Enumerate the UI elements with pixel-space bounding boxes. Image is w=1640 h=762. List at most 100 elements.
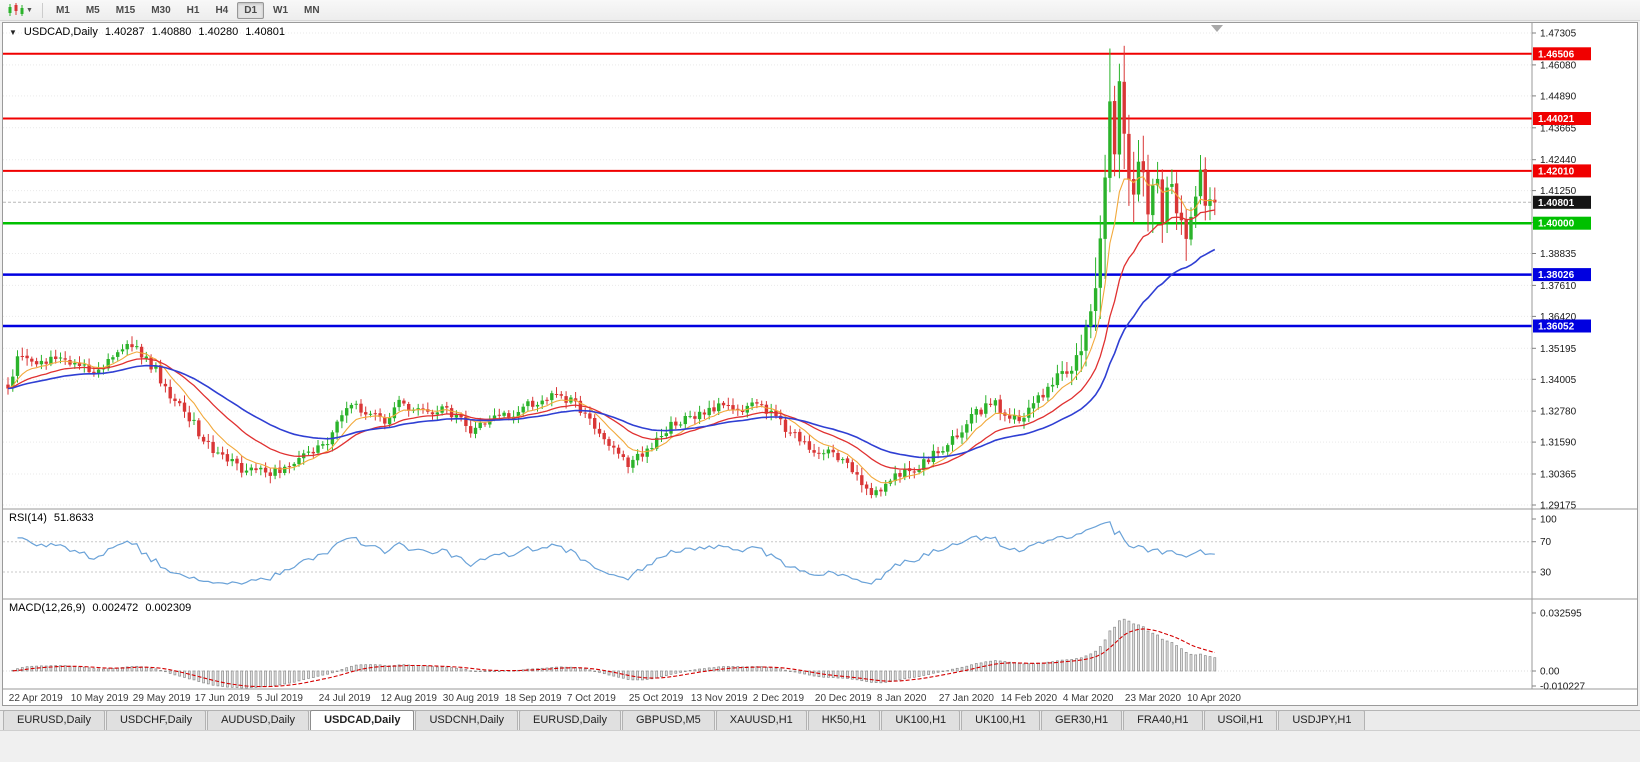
chart-shift-marker-icon[interactable] <box>1211 25 1223 32</box>
svg-text:1.36052: 1.36052 <box>1538 322 1575 333</box>
svg-text:1.46080: 1.46080 <box>1540 60 1577 71</box>
svg-text:100: 100 <box>1540 515 1557 526</box>
chart-tab-uk100-h1[interactable]: UK100,H1 <box>961 710 1040 730</box>
chart-high-value: 1.40880 <box>151 26 192 38</box>
macd-pane-header: MACD(12,26,9) 0.002472 0.002309 <box>9 602 191 614</box>
rsi-pane-header: RSI(14) 51.8633 <box>9 512 94 524</box>
svg-text:1.34005: 1.34005 <box>1540 375 1577 386</box>
svg-text:-0.010227: -0.010227 <box>1540 682 1585 693</box>
svg-text:1.38026: 1.38026 <box>1538 270 1575 281</box>
pane-separators <box>3 508 1637 690</box>
chart-window: 1.47305 1.46080 1.44890 1.43665 1.42440 1.412… <box>2 22 1638 706</box>
chart-tab-audusd-daily[interactable]: AUDUSD,Daily <box>207 710 310 730</box>
svg-text:17 Jun 2019: 17 Jun 2019 <box>195 693 250 704</box>
timeframe-m30-button[interactable]: M30 <box>151 4 171 16</box>
chart-tab-eurusd-daily[interactable]: EURUSD,Daily <box>3 710 105 730</box>
chart-symbol-label: USDCAD,Daily <box>23 26 98 38</box>
chart-type-button[interactable]: ▼ <box>4 2 36 18</box>
chart-tab-uk100-h1[interactable]: UK100,H1 <box>881 710 961 730</box>
svg-text:1.42440: 1.42440 <box>1540 155 1577 166</box>
chart-tab-gbpusd-m5[interactable]: GBPUSD,M5 <box>622 710 715 730</box>
svg-text:18 Sep 2019: 18 Sep 2019 <box>505 693 562 704</box>
chart-low-value: 1.40280 <box>198 26 239 38</box>
toolbar-separator <box>41 2 43 18</box>
svg-text:1.46506: 1.46506 <box>1538 49 1575 60</box>
chart-canvas[interactable]: 1.47305 1.46080 1.44890 1.43665 1.42440 1.412… <box>3 23 1637 705</box>
timeframe-m1-button[interactable]: M1 <box>55 4 70 16</box>
svg-text:1.43665: 1.43665 <box>1540 123 1577 134</box>
svg-text:30: 30 <box>1540 568 1552 579</box>
macd-pane <box>3 618 1532 689</box>
chart-tab-usdcnh-daily[interactable]: USDCNH,Daily <box>415 710 519 730</box>
date-axis[interactable]: 22 Apr 2019 10 May 2019 29 May 2019 17 Jun … <box>9 693 1242 704</box>
svg-text:29 May 2019: 29 May 2019 <box>133 693 191 704</box>
svg-text:0.032595: 0.032595 <box>1540 609 1582 620</box>
svg-text:14 Feb 2020: 14 Feb 2020 <box>1001 693 1058 704</box>
svg-text:1.42010: 1.42010 <box>1538 166 1575 177</box>
chart-open-value: 1.40287 <box>104 26 145 38</box>
timeframe-toolbar: ▼ M1 M5 M15 M30 H1 H4 D1 W1 MN <box>0 0 1640 21</box>
candlestick-series <box>6 45 1217 499</box>
svg-text:1.36420: 1.36420 <box>1540 312 1577 323</box>
moving-average-lines <box>7 176 1216 484</box>
svg-text:1.47305: 1.47305 <box>1540 29 1577 40</box>
chart-tabs-bar: EURUSD,Daily USDCHF,Daily AUDUSD,Daily USDC… <box>0 710 1640 731</box>
timeframe-buttons-group: M1 M5 M15 M30 H1 H4 D1 W1 MN <box>49 1 327 19</box>
chevron-down-icon: ▼ <box>26 6 33 14</box>
svg-text:10 Apr 2020: 10 Apr 2020 <box>1187 693 1241 704</box>
timeframe-m15-button[interactable]: M15 <box>115 4 136 16</box>
svg-text:1.29175: 1.29175 <box>1540 501 1577 512</box>
price-level-badges: 1.46506 1.44021 1.42010 1.40000 1.38026 1.360… <box>1533 47 1591 333</box>
chart-tab-eurusd-daily[interactable]: EURUSD,Daily <box>519 710 621 730</box>
svg-text:1.30365: 1.30365 <box>1540 470 1577 481</box>
chart-tab-usdcad-daily[interactable]: USDCAD,Daily <box>310 710 415 730</box>
svg-text:23 Mar 2020: 23 Mar 2020 <box>1125 693 1182 704</box>
svg-text:12 Aug 2019: 12 Aug 2019 <box>381 693 438 704</box>
svg-text:1.35195: 1.35195 <box>1540 344 1577 355</box>
svg-text:5 Jul 2019: 5 Jul 2019 <box>257 693 304 704</box>
chart-tab-usoil-h1[interactable]: USOil,H1 <box>1203 710 1278 730</box>
chart-tab-xauusd-h1[interactable]: XAUUSD,H1 <box>715 710 807 730</box>
svg-text:27 Jan 2020: 27 Jan 2020 <box>939 693 994 704</box>
chart-tab-hk50-h1[interactable]: HK50,H1 <box>807 710 881 730</box>
chart-close-value: 1.40801 <box>245 26 285 38</box>
macd-signal-value: 0.002309 <box>145 602 192 614</box>
svg-text:0.00: 0.00 <box>1540 667 1560 678</box>
svg-text:2 Dec 2019: 2 Dec 2019 <box>753 693 805 704</box>
timeframe-m5-button[interactable]: M5 <box>85 4 100 16</box>
chart-tab-usdchf-daily[interactable]: USDCHF,Daily <box>105 710 207 730</box>
current-price-badge <box>1533 195 1591 209</box>
chart-tab-ger30-h1[interactable]: GER30,H1 <box>1040 710 1123 730</box>
svg-text:30 Aug 2019: 30 Aug 2019 <box>443 693 500 704</box>
timeframe-mn-button[interactable]: MN <box>304 4 320 16</box>
rsi-indicator-value: 51.8633 <box>53 512 94 524</box>
timeframe-h1-button[interactable]: H1 <box>186 4 200 16</box>
timeframe-d1-button[interactable]: D1 <box>237 1 265 19</box>
svg-text:1.41250: 1.41250 <box>1540 186 1577 197</box>
svg-text:1.31590: 1.31590 <box>1540 438 1577 449</box>
rsi-indicator-name: RSI(14) <box>9 512 47 524</box>
chart-tab-usdjpy-h1[interactable]: USDJPY,H1 <box>1278 710 1366 730</box>
svg-text:20 Dec 2019: 20 Dec 2019 <box>815 693 872 704</box>
svg-text:8 Jan 2020: 8 Jan 2020 <box>877 693 927 704</box>
rsi-line <box>17 521 1215 585</box>
svg-text:13 Nov 2019: 13 Nov 2019 <box>691 693 748 704</box>
horizontal-level-lines[interactable] <box>3 52 1532 328</box>
timeframe-w1-button[interactable]: W1 <box>273 4 289 16</box>
timeframe-h4-button[interactable]: H4 <box>215 4 229 16</box>
macd-signal-line <box>12 628 1215 688</box>
macd-indicator-name: MACD(12,26,9) <box>9 602 86 614</box>
svg-text:22 Apr 2019: 22 Apr 2019 <box>9 693 63 704</box>
macd-main-value: 0.002472 <box>92 602 139 614</box>
svg-text:24 Jul 2019: 24 Jul 2019 <box>319 693 371 704</box>
svg-text:10 May 2019: 10 May 2019 <box>71 693 129 704</box>
svg-text:1.44021: 1.44021 <box>1538 114 1575 125</box>
rsi-pane <box>3 521 1532 585</box>
collapse-triangle-icon[interactable]: ▼ <box>9 27 17 37</box>
svg-text:1.40801: 1.40801 <box>1538 198 1575 209</box>
svg-text:70: 70 <box>1540 537 1552 548</box>
chart-tab-fra40-h1[interactable]: FRA40,H1 <box>1123 710 1203 730</box>
svg-text:1.40000: 1.40000 <box>1538 219 1575 230</box>
svg-text:1.32780: 1.32780 <box>1540 407 1577 418</box>
svg-text:1.37610: 1.37610 <box>1540 281 1577 292</box>
